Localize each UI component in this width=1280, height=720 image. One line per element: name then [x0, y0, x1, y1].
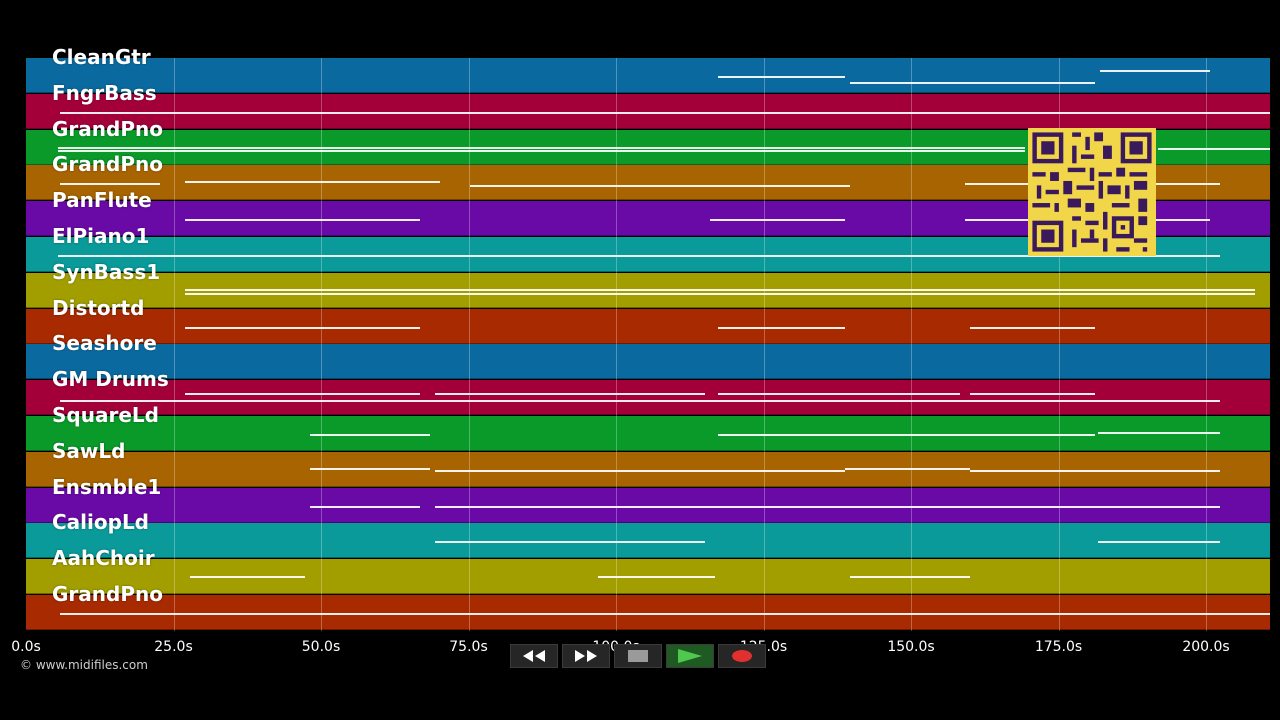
grid-line	[468, 58, 470, 631]
note-stroke	[60, 400, 1220, 403]
note-stroke	[190, 576, 305, 579]
grid-line	[1206, 58, 1207, 631]
track-lane[interactable]	[26, 93, 1270, 129]
note-stroke	[1158, 147, 1270, 150]
note-stroke	[850, 82, 1095, 84]
note-stroke	[185, 181, 440, 184]
qr-code-icon	[1028, 128, 1156, 256]
rewind-icon	[523, 650, 545, 662]
time-tick-label: 0.0s	[11, 639, 41, 655]
note-stroke	[60, 111, 1270, 114]
note-stroke	[310, 505, 420, 508]
time-tick-label: 150.0s	[887, 639, 935, 655]
grid-line	[763, 58, 765, 631]
record-button[interactable]	[718, 644, 766, 668]
grid-line	[173, 58, 175, 631]
note-stroke	[1100, 70, 1210, 72]
stop-icon	[628, 650, 648, 662]
time-tick-label: 75.0s	[449, 639, 488, 655]
rewind-button[interactable]	[510, 644, 558, 668]
note-stroke	[185, 288, 1255, 291]
note-stroke	[185, 292, 1255, 295]
time-tick-label: 25.0s	[154, 639, 193, 655]
track-lane[interactable]	[26, 523, 1270, 559]
track-label: Ensmble1	[52, 474, 162, 499]
track-label: CleanGtr	[52, 45, 151, 69]
track-label: Seashore	[52, 331, 157, 356]
note-stroke	[435, 393, 705, 396]
grid-line	[616, 58, 617, 631]
play-icon	[678, 649, 702, 663]
track-label: GrandPno	[52, 582, 163, 606]
grid-line	[1058, 58, 1060, 631]
track-label: CaliopLd	[52, 510, 150, 535]
time-tick-label: 50.0s	[301, 639, 341, 655]
note-stroke	[845, 467, 970, 470]
stop-button[interactable]	[614, 644, 662, 668]
time-tick-label: 200.0s	[1182, 639, 1230, 655]
track-label: GM Drums	[52, 367, 169, 392]
track-label: GrandPno	[52, 116, 163, 141]
track-lane[interactable]	[26, 451, 1270, 487]
track-label: GrandPno	[52, 152, 163, 177]
note-stroke	[970, 393, 1095, 396]
note-stroke	[60, 613, 1270, 615]
note-stroke	[970, 434, 1095, 436]
transport-controls	[510, 644, 770, 670]
note-stroke	[310, 434, 430, 436]
fast-forward-icon	[575, 650, 597, 662]
track-lane[interactable]	[26, 487, 1270, 523]
note-stroke	[435, 505, 1220, 508]
note-stroke	[710, 219, 845, 222]
note-stroke	[718, 76, 845, 78]
grid-line	[321, 58, 322, 631]
note-stroke	[58, 149, 1025, 152]
note-stroke	[1098, 541, 1220, 544]
note-stroke	[718, 326, 845, 329]
track-lane[interactable]	[26, 344, 1270, 380]
fast-forward-button[interactable]	[562, 644, 610, 668]
track-label: SynBass1	[52, 259, 161, 284]
track-lane[interactable]	[26, 308, 1270, 344]
track-label: SawLd	[52, 438, 126, 463]
track-lane[interactable]	[26, 58, 1270, 93]
note-stroke	[58, 255, 1220, 257]
track-label: AahChoir	[52, 546, 155, 571]
play-button[interactable]	[666, 644, 714, 668]
note-stroke	[1098, 432, 1220, 434]
note-stroke	[598, 576, 715, 579]
note-stroke	[60, 183, 160, 186]
note-stroke	[185, 393, 420, 396]
time-tick-label: 175.0s	[1034, 639, 1083, 655]
track-lane[interactable]	[26, 380, 1270, 416]
track-label: FngrBass	[52, 80, 157, 105]
track-label: PanFlute	[52, 188, 152, 213]
record-icon	[732, 650, 752, 662]
note-stroke	[185, 326, 420, 329]
note-stroke	[850, 576, 970, 579]
grid-line	[911, 58, 912, 631]
note-stroke	[435, 469, 845, 472]
note-stroke	[970, 469, 1220, 472]
note-stroke	[185, 219, 420, 222]
note-stroke	[58, 146, 1025, 149]
note-stroke	[310, 467, 430, 470]
note-stroke	[718, 434, 970, 436]
track-lane[interactable]	[26, 416, 1270, 451]
track-label: ElPiano1	[52, 224, 150, 248]
track-lane[interactable]	[26, 595, 1270, 630]
track-label: SquareLd	[52, 403, 159, 427]
note-stroke	[435, 541, 705, 544]
track-label: Distortd	[52, 295, 145, 320]
copyright-text: © www.midifiles.com	[20, 658, 148, 672]
note-stroke	[470, 185, 850, 188]
note-stroke	[970, 326, 1095, 329]
note-stroke	[718, 393, 960, 396]
